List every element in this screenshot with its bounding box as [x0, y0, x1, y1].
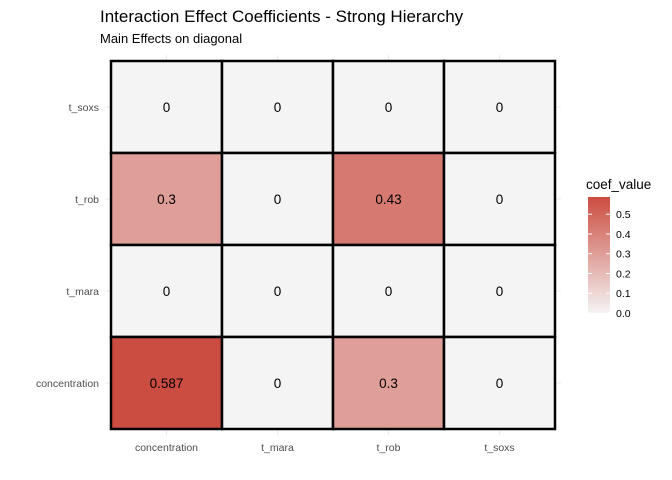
cell-value-label: 0.3: [379, 376, 398, 391]
legend: coef_value 0.0 0.1 0.2 0.3 0.4 0.5: [586, 177, 651, 320]
cell-value-label: 0: [385, 100, 393, 115]
heatmap-cell: [331, 151, 446, 247]
y-tick-label: t_soxs: [69, 102, 99, 114]
y-tick-label: concentration: [36, 378, 99, 390]
heatmap-cell: [442, 151, 557, 247]
heatmap-cell: [109, 59, 224, 155]
legend-colorbar: [588, 197, 610, 313]
heatmap-cell: [331, 335, 446, 431]
x-tick-label: concentration: [135, 442, 198, 454]
cell-value-label: 0.587: [150, 376, 184, 391]
x-tick-label: t_mara: [261, 442, 294, 454]
cell-value-label: 0: [163, 100, 171, 115]
legend-title: coef_value: [586, 177, 651, 192]
legend-tick-label: 0.2: [616, 268, 631, 280]
heatmap-cell: [109, 335, 224, 431]
legend-tick-label: 0.5: [616, 209, 631, 221]
cell-value-label: 0: [274, 376, 282, 391]
cell-value-label: 0: [496, 284, 504, 299]
y-tick-label: t_rob: [75, 194, 99, 206]
cell-value-label: 0: [274, 284, 282, 299]
heatmap-cell: [220, 151, 335, 247]
cell-value-label: 0: [274, 100, 282, 115]
heatmap-cell: [331, 243, 446, 339]
cell-value-label: 0: [385, 284, 393, 299]
y-axis-ticks: t_soxs t_rob t_mara concentration: [36, 102, 99, 390]
cell-value-label: 0: [496, 100, 504, 115]
cell-value-label: 0.3: [157, 192, 176, 207]
cell-value-label: 0: [163, 284, 171, 299]
cell-value-label: 0: [496, 376, 504, 391]
y-tick-label: t_mara: [66, 286, 99, 298]
cell-value-label: 0: [274, 192, 282, 207]
legend-ticks: 0.0 0.1 0.2 0.3 0.4 0.5: [588, 209, 631, 320]
heatmap-cell: [442, 335, 557, 431]
x-axis-ticks: concentration t_mara t_rob t_soxs: [135, 442, 515, 454]
x-tick-label: t_soxs: [484, 442, 514, 454]
chart-subtitle: Main Effects on diagonal: [100, 31, 242, 46]
legend-tick-label: 0.3: [616, 249, 631, 261]
cell-value-label: 0.43: [375, 192, 401, 207]
heatmap-cells: 0 0 0 0 0.3 0 0.43 0 0 0 0 0 0.587 0 0.3 0: [109, 59, 557, 431]
heatmap-cell: [220, 335, 335, 431]
chart-title: Interaction Effect Coefficients - Strong…: [100, 7, 464, 26]
heatmap-cell: [442, 59, 557, 155]
cell-value-label: 0: [496, 192, 504, 207]
x-tick-label: t_rob: [377, 442, 401, 454]
legend-tick-label: 0.0: [616, 308, 631, 320]
legend-tick-label: 0.1: [616, 288, 631, 300]
legend-tick-label: 0.4: [616, 229, 631, 241]
